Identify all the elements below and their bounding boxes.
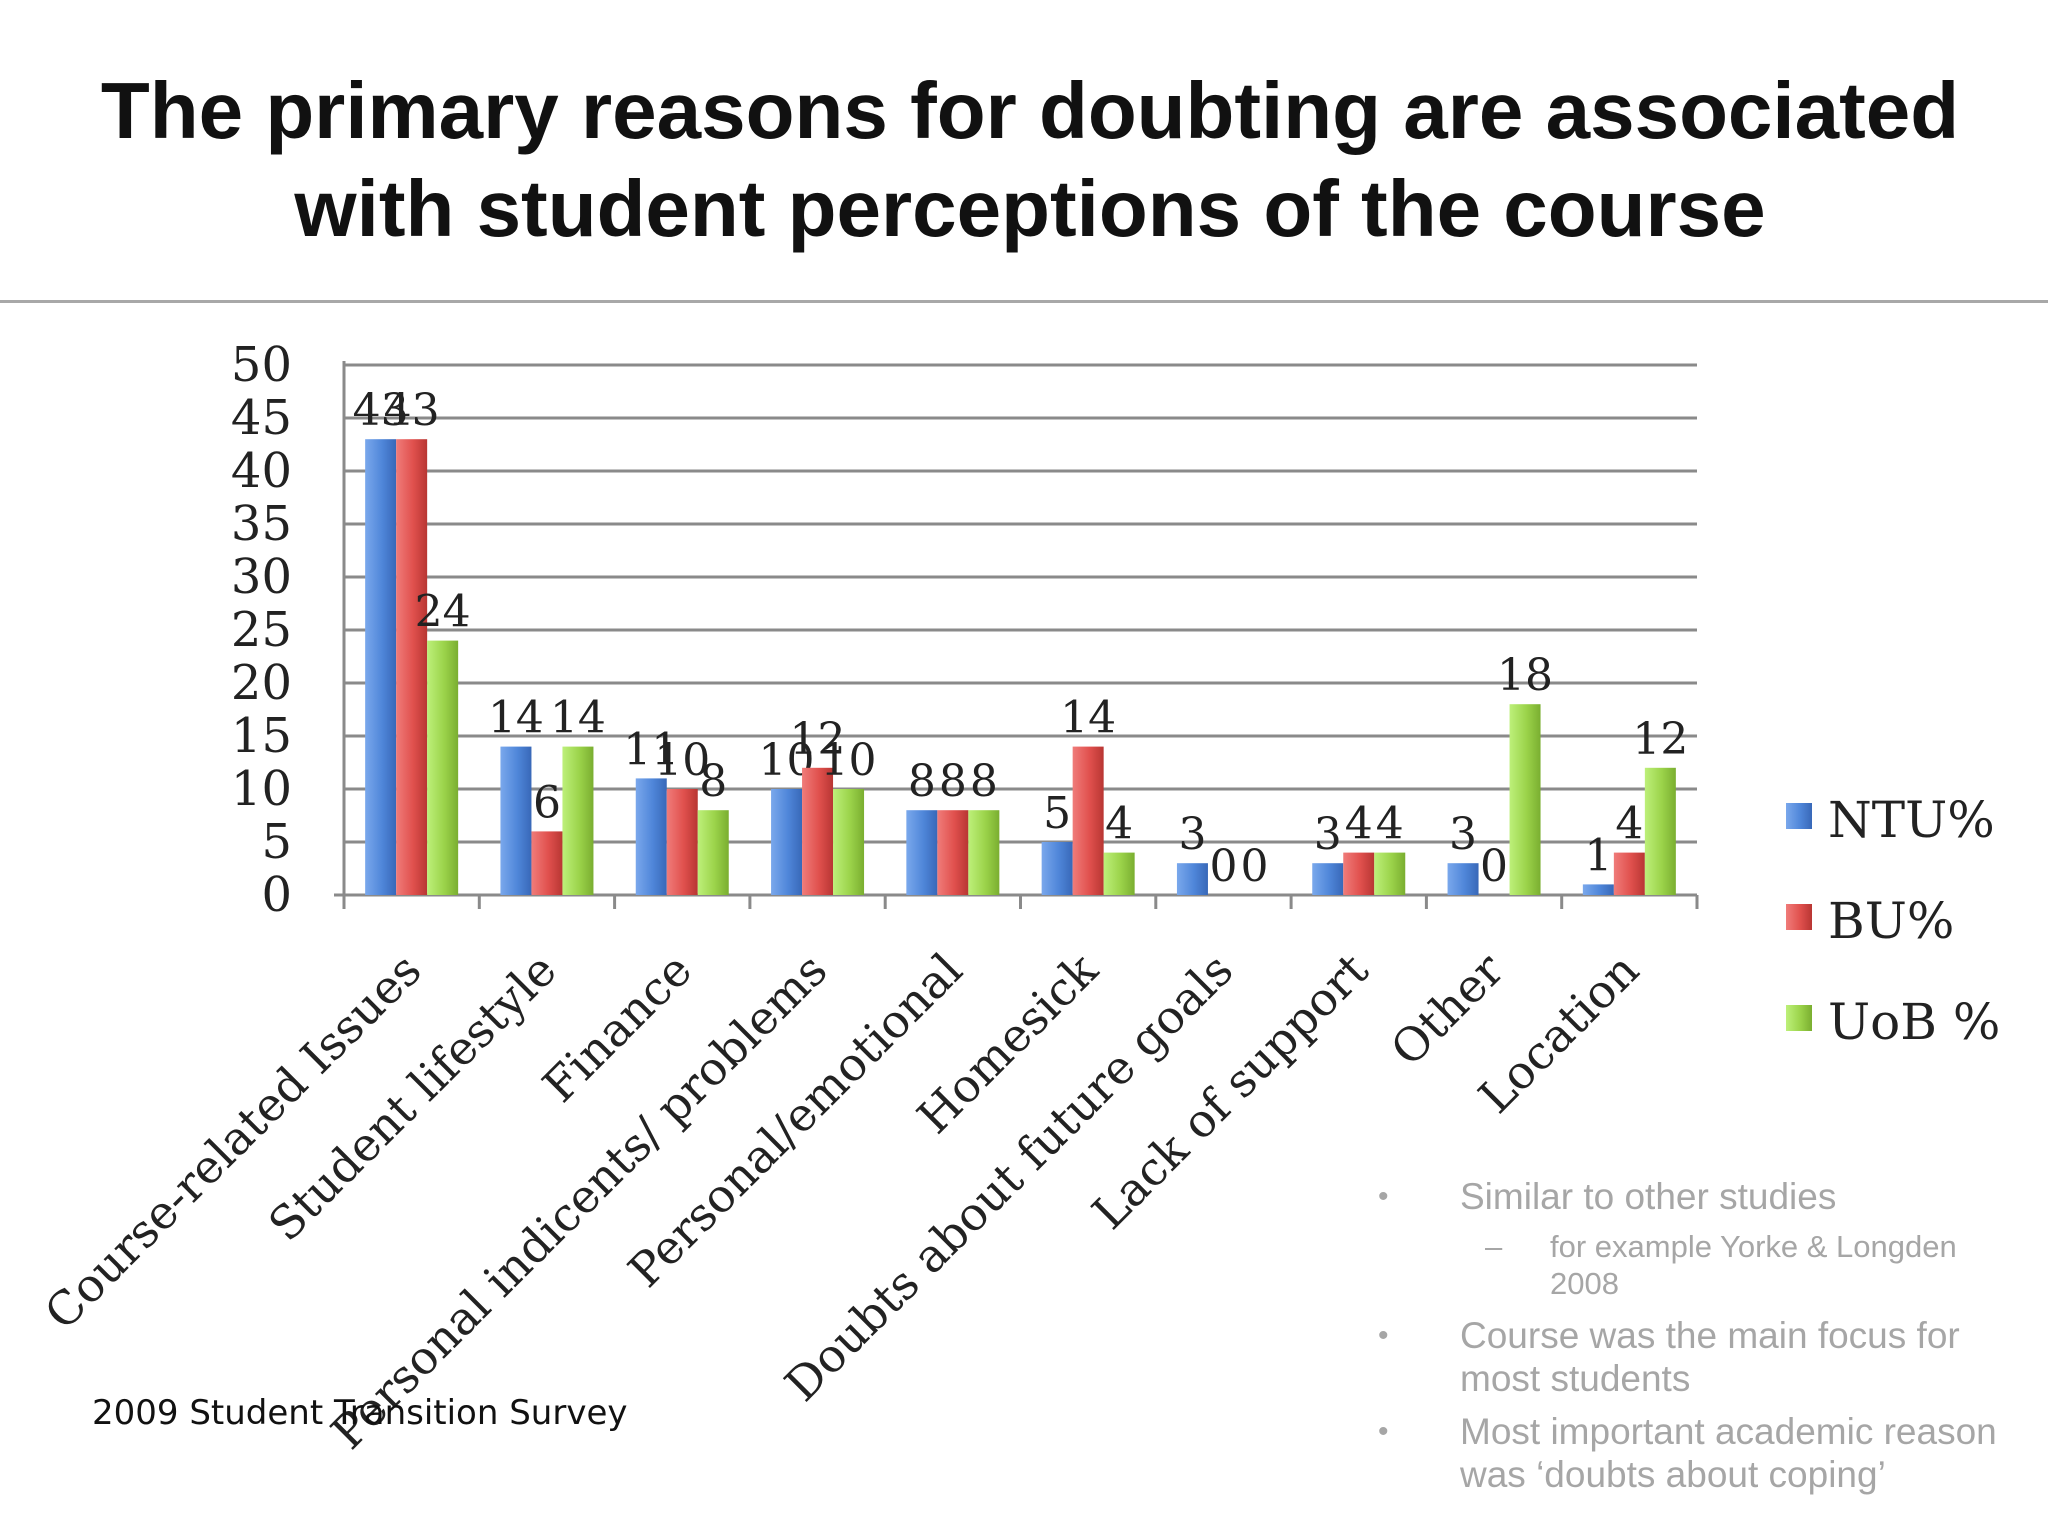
bullet-icon: • bbox=[1378, 1319, 1389, 1352]
data-label: 3 bbox=[1178, 809, 1206, 860]
y-tick-label: 50 bbox=[231, 337, 292, 393]
legend-swatch bbox=[1786, 803, 1812, 829]
data-label: 0 bbox=[1209, 841, 1237, 892]
bar bbox=[427, 640, 459, 895]
y-tick-label: 15 bbox=[231, 708, 292, 764]
data-label: 14 bbox=[488, 693, 544, 744]
bar bbox=[1312, 863, 1344, 895]
legend-label: NTU% bbox=[1828, 791, 1995, 849]
bar bbox=[500, 746, 532, 895]
data-label: 14 bbox=[1060, 693, 1116, 744]
y-tick-label: 25 bbox=[231, 602, 292, 658]
bar bbox=[697, 810, 729, 895]
data-label: 1 bbox=[1584, 830, 1612, 881]
data-label: 0 bbox=[1480, 841, 1508, 892]
data-label: 0 bbox=[1240, 841, 1268, 892]
bar bbox=[1103, 852, 1135, 895]
data-label: 5 bbox=[1043, 788, 1071, 839]
bar bbox=[1041, 842, 1073, 895]
notes-panel: • Similar to other studies – for example… bbox=[1370, 1175, 2010, 1506]
bar bbox=[666, 789, 698, 895]
data-label: 43 bbox=[353, 385, 409, 436]
note-text: Course was the main focus for most stude… bbox=[1460, 1315, 1960, 1399]
bar bbox=[937, 810, 969, 895]
bar-chart: 05101520253035404550434324Course-related… bbox=[34, 337, 2000, 1460]
y-tick-label: 0 bbox=[261, 867, 292, 923]
y-tick-label: 35 bbox=[231, 496, 292, 552]
data-label: 3 bbox=[1449, 809, 1477, 860]
data-label: 10 bbox=[654, 735, 710, 786]
data-label: 4 bbox=[1345, 799, 1373, 850]
chart-panel: 0 5 10 15 20 25 30 35 40 45 50 43 43 24 Course-related… bbox=[0, 300, 2048, 1539]
legend-label: BU% bbox=[1828, 892, 1954, 950]
data-label: 14 bbox=[550, 693, 606, 744]
y-tick-label: 20 bbox=[231, 655, 292, 711]
note-sub-bullet: – for example Yorke & Longden 2008 bbox=[1370, 1228, 2010, 1302]
source-label: 2009 Student Transition Survey bbox=[92, 1393, 628, 1433]
bar bbox=[1374, 852, 1406, 895]
y-tick-label: 30 bbox=[231, 549, 292, 605]
category-label: Personal indicents/ problems bbox=[321, 943, 838, 1460]
bar bbox=[1582, 884, 1614, 895]
legend-swatch bbox=[1786, 1005, 1812, 1031]
data-label: 18 bbox=[1497, 650, 1553, 701]
legend-swatch bbox=[1786, 904, 1812, 930]
bar bbox=[1343, 852, 1375, 895]
bar bbox=[1613, 852, 1645, 895]
y-tick-label: 45 bbox=[231, 390, 292, 446]
data-label: 11 bbox=[623, 724, 679, 775]
bar bbox=[396, 439, 428, 895]
data-label: 4 bbox=[1615, 799, 1643, 850]
dash-icon: – bbox=[1485, 1229, 1503, 1264]
note-bullet: • Most important academic reason was ‘do… bbox=[1370, 1410, 2010, 1496]
bar bbox=[833, 789, 865, 895]
data-label: 12 bbox=[1632, 714, 1688, 765]
bar bbox=[365, 439, 397, 895]
slide-title: The primary reasons for doubting are ass… bbox=[0, 62, 2048, 258]
y-tick-label: 40 bbox=[231, 443, 292, 499]
note-text: Similar to other studies bbox=[1460, 1176, 1837, 1217]
data-label: 10 bbox=[821, 735, 877, 786]
note-bullet: • Similar to other studies bbox=[1370, 1175, 2010, 1218]
bullet-icon: • bbox=[1378, 1180, 1389, 1213]
data-label: 8 bbox=[970, 756, 998, 807]
bar bbox=[1644, 767, 1676, 895]
legend-label: UoB % bbox=[1828, 993, 2000, 1051]
data-label: 3 bbox=[1314, 809, 1342, 860]
title-line-1: The primary reasons for doubting are ass… bbox=[100, 66, 1960, 155]
bar bbox=[802, 767, 834, 895]
bar bbox=[562, 746, 594, 895]
bar bbox=[968, 810, 1000, 895]
bar bbox=[906, 810, 938, 895]
data-label: 8 bbox=[908, 756, 936, 807]
bar bbox=[1509, 704, 1541, 895]
bar bbox=[531, 831, 563, 895]
note-bullet: • Course was the main focus for most stu… bbox=[1370, 1314, 2010, 1400]
y-tick-label: 10 bbox=[231, 761, 292, 817]
note-text: Most important academic reason was ‘doub… bbox=[1460, 1411, 1997, 1495]
bullet-icon: • bbox=[1378, 1415, 1389, 1448]
data-label: 12 bbox=[790, 714, 846, 765]
bar bbox=[1447, 863, 1479, 895]
data-label: 4 bbox=[1376, 799, 1404, 850]
data-label: 4 bbox=[1105, 799, 1133, 850]
bar bbox=[635, 778, 667, 895]
data-label: 6 bbox=[533, 777, 561, 828]
note-text: for example Yorke & Longden 2008 bbox=[1550, 1229, 1957, 1301]
bar bbox=[1176, 863, 1208, 895]
data-label: 43 bbox=[384, 385, 440, 436]
bar bbox=[1072, 746, 1104, 895]
category-label: Other bbox=[1380, 943, 1514, 1077]
bar bbox=[771, 789, 803, 895]
data-label: 8 bbox=[939, 756, 967, 807]
data-label: 8 bbox=[699, 756, 727, 807]
y-tick-label: 5 bbox=[261, 814, 292, 870]
data-label: 24 bbox=[415, 587, 471, 638]
title-line-2: with student perceptions of the course bbox=[294, 164, 1766, 253]
